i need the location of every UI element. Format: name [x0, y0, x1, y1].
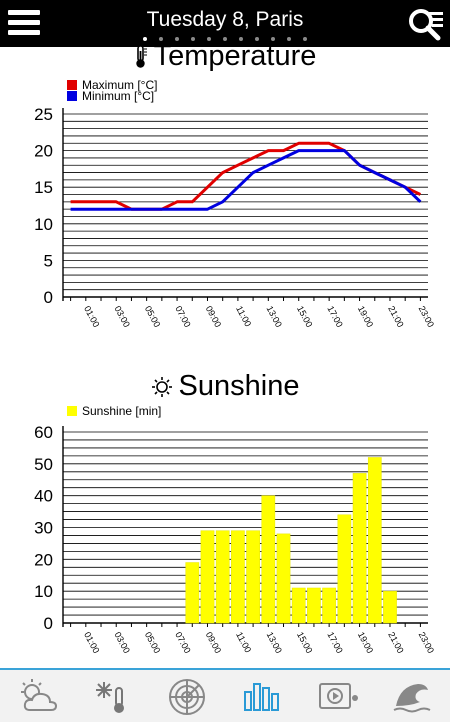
x-tick-label: 13:00	[265, 630, 284, 655]
page-dot	[207, 37, 211, 41]
y-tick-label: 15	[34, 178, 53, 197]
x-tick-label: 17:00	[325, 304, 344, 329]
bar	[276, 533, 291, 624]
y-tick-label: 40	[34, 487, 53, 506]
y-tick-label: 0	[44, 614, 53, 633]
x-tick-label: 21:00	[386, 304, 405, 329]
page-dot	[239, 37, 243, 41]
temperature-chart: Maximum [°C]Minimum [°C] 0 5 10 15 20 25 01:00 0…	[34, 78, 436, 329]
radar-tab[interactable]	[165, 676, 211, 716]
bar	[383, 590, 397, 624]
x-tick-label: 23:00	[417, 630, 436, 655]
x-tick-label: 09:00	[204, 630, 223, 655]
page-dot	[303, 37, 307, 41]
x-tick-label: 01:00	[82, 304, 101, 329]
x-tick-label: 23:00	[417, 304, 436, 329]
bottom-nav	[0, 668, 450, 722]
bar	[200, 530, 215, 624]
x-tick-label: 19:00	[356, 304, 375, 329]
page-dot	[287, 37, 291, 41]
video-icon	[319, 683, 358, 709]
x-tick-label: 17:00	[325, 630, 344, 655]
x-tick-label: 11:00	[234, 630, 253, 654]
x-tick-label: 15:00	[295, 304, 314, 329]
top-bar: Tuesday 8, Paris	[0, 0, 450, 47]
y-tick-label: 0	[44, 288, 53, 307]
bar	[337, 514, 352, 624]
y-tick-label: 30	[34, 519, 53, 538]
search-list-icon[interactable]	[407, 6, 445, 42]
sunshine-heading: Sunshine	[0, 370, 450, 403]
page-dot	[143, 37, 147, 41]
wave-icon	[393, 684, 431, 713]
weather-details-tab[interactable]	[90, 676, 136, 716]
bar	[367, 457, 382, 624]
sun-icon	[151, 377, 172, 398]
legend-swatch	[67, 91, 77, 101]
bar	[261, 495, 276, 624]
temperature-title: Temperature	[153, 40, 317, 72]
y-tick-label: 25	[34, 105, 53, 124]
legend-swatch	[67, 80, 77, 90]
page-indicator	[0, 37, 450, 41]
series-line	[70, 149, 422, 211]
page-title: Tuesday 8, Paris	[146, 8, 304, 31]
page-dot	[159, 37, 163, 41]
x-tick-label: 03:00	[112, 304, 131, 329]
bar	[185, 562, 200, 624]
menu-icon[interactable]	[8, 10, 40, 36]
thermometer-icon	[135, 45, 147, 69]
x-tick-label: 19:00	[356, 630, 375, 655]
partly-cloudy-icon	[21, 679, 58, 711]
bar	[322, 587, 336, 624]
y-tick-label: 10	[34, 582, 53, 601]
video-tab[interactable]	[316, 676, 362, 716]
x-tick-label: 01:00	[82, 630, 101, 655]
bar	[352, 473, 367, 624]
legend-label: Minimum [°C]	[82, 89, 154, 103]
y-tick-label: 60	[34, 423, 53, 442]
snow-thermometer-icon	[96, 682, 124, 713]
legend-label: Sunshine [min]	[82, 404, 161, 418]
y-tick-label: 5	[44, 251, 53, 270]
x-tick-label: 03:00	[112, 630, 131, 655]
legend-swatch	[67, 406, 77, 416]
radar-icon	[169, 679, 205, 715]
series-line	[70, 141, 422, 211]
page-dot	[175, 37, 179, 41]
marine-tab[interactable]	[390, 676, 436, 716]
page-dot	[255, 37, 259, 41]
x-tick-label: 07:00	[173, 304, 192, 329]
x-tick-label: 11:00	[234, 304, 253, 328]
page-dot	[271, 37, 275, 41]
page-dot	[223, 37, 227, 41]
legend-label: Maximum [°C]	[82, 78, 157, 92]
bar	[291, 587, 306, 624]
x-tick-label: 07:00	[173, 630, 192, 655]
y-tick-label: 10	[34, 215, 53, 234]
sunshine-chart: Sunshine [min] 0 10 20 30 40 50 60 01:00 03:00 05:…	[34, 404, 436, 655]
charts-tab[interactable]	[240, 676, 286, 716]
x-tick-label: 05:00	[143, 630, 162, 655]
bar-chart-icon	[244, 683, 279, 711]
y-tick-label: 50	[34, 455, 53, 474]
page-dot	[191, 37, 195, 41]
x-tick-label: 21:00	[386, 630, 405, 655]
x-tick-label: 13:00	[265, 304, 284, 329]
x-tick-label: 15:00	[295, 630, 314, 655]
x-tick-label: 05:00	[143, 304, 162, 329]
forecast-tab[interactable]	[16, 676, 62, 716]
y-tick-label: 20	[34, 550, 53, 569]
bar	[215, 530, 230, 624]
bar	[307, 587, 321, 624]
temperature-heading: Temperature	[0, 40, 450, 73]
x-tick-label: 09:00	[204, 304, 223, 329]
sunshine-title: Sunshine	[178, 370, 300, 402]
bar	[246, 530, 260, 624]
bar	[231, 530, 245, 624]
y-tick-label: 20	[34, 142, 53, 161]
